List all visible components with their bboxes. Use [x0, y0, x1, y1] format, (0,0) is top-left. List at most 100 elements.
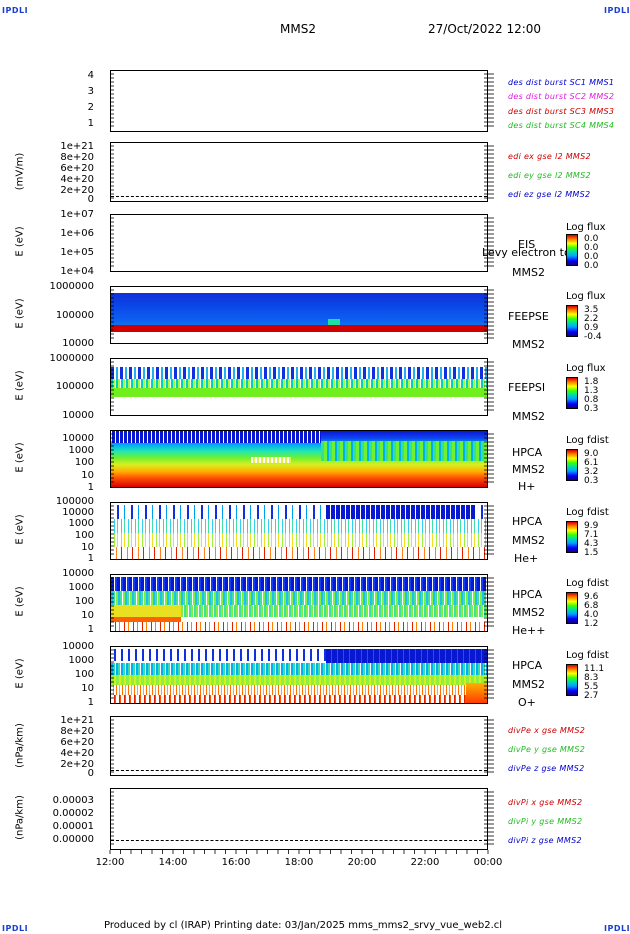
colorbar-tick: 0.0	[584, 234, 599, 244]
ytick: 100	[74, 530, 94, 541]
xtick: 12:00	[95, 857, 125, 868]
colorbar-tick: 3.2	[584, 467, 599, 477]
panel-feepse	[110, 286, 488, 344]
colorbar-tick: 0.9	[584, 323, 599, 333]
colorbar-tick: 2.2	[584, 314, 599, 324]
spectrogram-band	[111, 533, 487, 547]
spacecraft-label: MMS2	[512, 534, 545, 547]
colorbar-tick: 9.0	[584, 449, 599, 459]
ytick: 10000	[62, 507, 94, 518]
ytick: 0	[87, 768, 94, 779]
xtick: 00:00	[473, 857, 503, 868]
ytick: 10	[81, 470, 94, 481]
species-label: O+	[518, 696, 536, 709]
ytick: 6e+20	[60, 737, 94, 748]
colorbar	[566, 234, 578, 266]
zero-line	[111, 770, 487, 771]
colorbar-tick: 3.5	[584, 305, 599, 315]
spectrogram-patch	[326, 649, 487, 663]
colorbar	[566, 592, 578, 624]
footer-credit: Produced by cl (IRAP) Printing date: 03/…	[104, 920, 503, 931]
spectrogram-patch	[328, 319, 340, 325]
ytick: 1000	[68, 445, 94, 456]
ytick: 2e+20	[60, 759, 94, 770]
spacecraft-title: MMS2	[280, 22, 316, 36]
spectrogram-patch	[251, 457, 291, 463]
panel-hpca-he	[110, 502, 488, 560]
colorbar-tick: 2.7	[584, 691, 599, 701]
spectrogram-patch	[321, 441, 487, 461]
instrument-label: HPCA	[512, 515, 543, 528]
instrument-label: FEEPSE	[508, 310, 549, 323]
colorbar-tick: 8.3	[584, 673, 599, 683]
legend-entry: divPe z gse MMS2	[508, 764, 585, 773]
ytick: 0.00002	[52, 808, 94, 819]
ytick: 1000000	[49, 353, 94, 364]
colorbar-tick: 4.0	[584, 610, 599, 620]
colorbar-tick: 0.8	[584, 395, 599, 405]
spectrogram-band	[111, 685, 487, 695]
spectrogram-band	[111, 622, 487, 631]
ytick: 4e+20	[60, 748, 94, 759]
ytick: 100	[74, 596, 94, 607]
overlay-text: Levy electron to	[482, 246, 571, 259]
ytick: 100000	[55, 381, 94, 392]
ytick: 10000	[62, 641, 94, 652]
legend-entry: des dist burst SC1 MMS1	[508, 78, 615, 87]
ytick: 6e+20	[60, 163, 94, 174]
spacecraft-label: MMS2	[512, 338, 545, 351]
legend-entry: des dist burst SC4 MMS4	[508, 121, 615, 130]
colorbar-tick: -0.4	[584, 332, 602, 342]
spacecraft-label: MMS2	[512, 266, 545, 279]
ytick: 1e+21	[60, 141, 94, 152]
spectrogram-band	[111, 591, 487, 605]
panel-edi	[110, 142, 488, 202]
colorbar-title: Log flux	[566, 291, 606, 302]
ytick: 1000000	[49, 281, 94, 292]
colorbar	[566, 449, 578, 481]
colorbar-tick: 1.2	[584, 619, 599, 629]
corner-label-top-left: IPDLI	[2, 6, 29, 15]
ytick: 0.00001	[52, 821, 94, 832]
ytick: 1e+04	[60, 266, 94, 277]
ytick: 4	[87, 70, 94, 81]
spectrogram-band	[111, 675, 487, 685]
spacecraft-label: MMS2	[512, 606, 545, 619]
colorbar-tick: 4.3	[584, 539, 599, 549]
xtick: 20:00	[347, 857, 377, 868]
ytick: 100	[74, 457, 94, 468]
colorbar-title: Log fdist	[566, 507, 609, 518]
panel-divpi	[110, 788, 488, 850]
ytick: 10	[81, 683, 94, 694]
ytick: 1000	[68, 655, 94, 666]
colorbar-title: Log flux	[566, 363, 606, 374]
instrument-label: HPCA	[512, 659, 543, 672]
corner-label-bottom-left: IPDLI	[2, 924, 29, 933]
colorbar	[566, 377, 578, 409]
ytick: 1	[87, 624, 94, 635]
panel-eis	[110, 214, 488, 272]
colorbar	[566, 521, 578, 553]
ytick: 1000	[68, 518, 94, 529]
panel-hpca-h	[110, 430, 488, 488]
colorbar-tick: 6.8	[584, 601, 599, 611]
spectrogram-patch	[326, 505, 476, 519]
spacecraft-label: MMS2	[512, 463, 545, 476]
ytick: 1	[87, 697, 94, 708]
legend-entry: des dist burst SC2 MMS2	[508, 92, 615, 101]
ytick: 10000	[62, 410, 94, 421]
panel-divpe	[110, 716, 488, 776]
spectrogram-patch	[111, 431, 321, 443]
xtick: 22:00	[410, 857, 440, 868]
ytick: 1e+06	[60, 228, 94, 239]
panel-feepsi	[110, 358, 488, 416]
spectrogram-band	[111, 577, 487, 591]
ytick: 1	[87, 553, 94, 564]
ytick: 100000	[55, 310, 94, 321]
species-label: He+	[514, 552, 539, 565]
ytick: 0.00003	[52, 795, 94, 806]
ytick: 10000	[62, 338, 94, 349]
ytick: 1	[87, 118, 94, 129]
colorbar-tick: 0.3	[584, 404, 599, 414]
